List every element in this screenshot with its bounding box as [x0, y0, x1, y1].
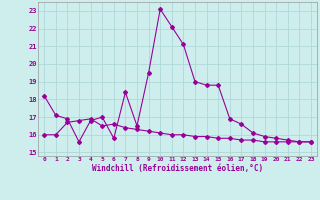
- X-axis label: Windchill (Refroidissement éolien,°C): Windchill (Refroidissement éolien,°C): [92, 164, 263, 173]
